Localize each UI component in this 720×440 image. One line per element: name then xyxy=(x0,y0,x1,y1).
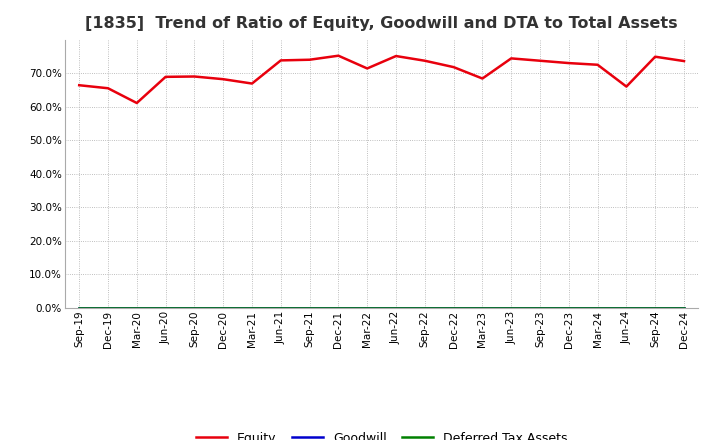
Title: [1835]  Trend of Ratio of Equity, Goodwill and DTA to Total Assets: [1835] Trend of Ratio of Equity, Goodwil… xyxy=(85,16,678,32)
Legend: Equity, Goodwill, Deferred Tax Assets: Equity, Goodwill, Deferred Tax Assets xyxy=(191,427,572,440)
